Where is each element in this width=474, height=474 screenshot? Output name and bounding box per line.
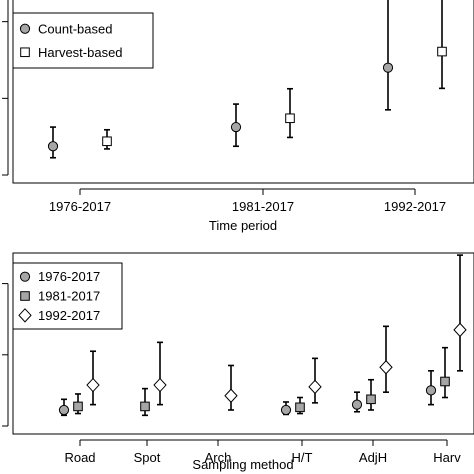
y-tick-label: 0.00 [0,162,2,187]
legend-marker [20,47,30,58]
data-point [351,399,363,410]
data-point [295,402,305,413]
x-tick-label: AdjH [359,450,387,465]
x-axis-label: Sampling method [192,457,293,472]
data-point [382,62,394,73]
y-tick-label: 0.08 [0,271,2,296]
x-tick-label: Arch [205,450,232,465]
legend-label: Harvest-based [38,45,123,60]
data-point [440,376,450,387]
legend-marker [19,271,31,282]
plot-frame [12,252,474,435]
legend-marker [20,291,30,301]
data-point [308,379,322,395]
y-tick-label: 0.04 [0,9,2,34]
chart-time-period: 0.000.020.040.061976-20171981-20171992-2… [0,0,474,233]
data-point [379,360,393,375]
legend-label: 1981-2017 [38,289,100,304]
data-point [47,141,59,152]
x-tick-label: H/T [292,450,313,465]
data-point [153,377,167,393]
legend-label: Count-based [38,21,112,36]
data-point [224,388,238,403]
x-tick-label: 1992-2017 [384,199,446,214]
legend: Count-based Harvest-based [12,12,154,69]
legend-marker [18,308,32,323]
y-tick-label: 0.04 [0,342,2,367]
x-tick-label: Spot [134,450,161,465]
legend-box [12,12,154,69]
y-tick-label: 0.00 [0,413,2,438]
data-point [102,136,112,147]
legend-label: 1976-2017 [38,269,100,284]
data-point [366,394,376,405]
data-point [437,46,447,57]
data-point [140,401,150,412]
legend-box [12,262,123,330]
data-point [425,385,437,396]
x-tick-label: Road [64,450,95,465]
x-tick-label: Harv [433,450,461,465]
data-point [453,322,467,338]
plot-frame [12,0,474,184]
data-point [73,401,83,412]
x-tick-label: 1981-2017 [232,199,294,214]
legend: 1976-2017 1981-2017 1992-2017 [12,262,123,330]
y-tick-label: 0.02 [0,86,2,111]
legend-marker [19,23,31,34]
x-axis-label: Time period [209,218,277,233]
data-point [86,377,100,393]
legend-label: 1992-2017 [38,308,100,323]
data-point [58,404,70,416]
chart-sampling-method: 0.00 0.04 0.08 Road Spot Arch H/T AdjH Harv Sampl… [0,252,474,472]
data-point [230,121,242,133]
data-point [280,404,292,416]
x-tick-label: 1976-2017 [49,199,111,214]
data-point [285,113,295,124]
